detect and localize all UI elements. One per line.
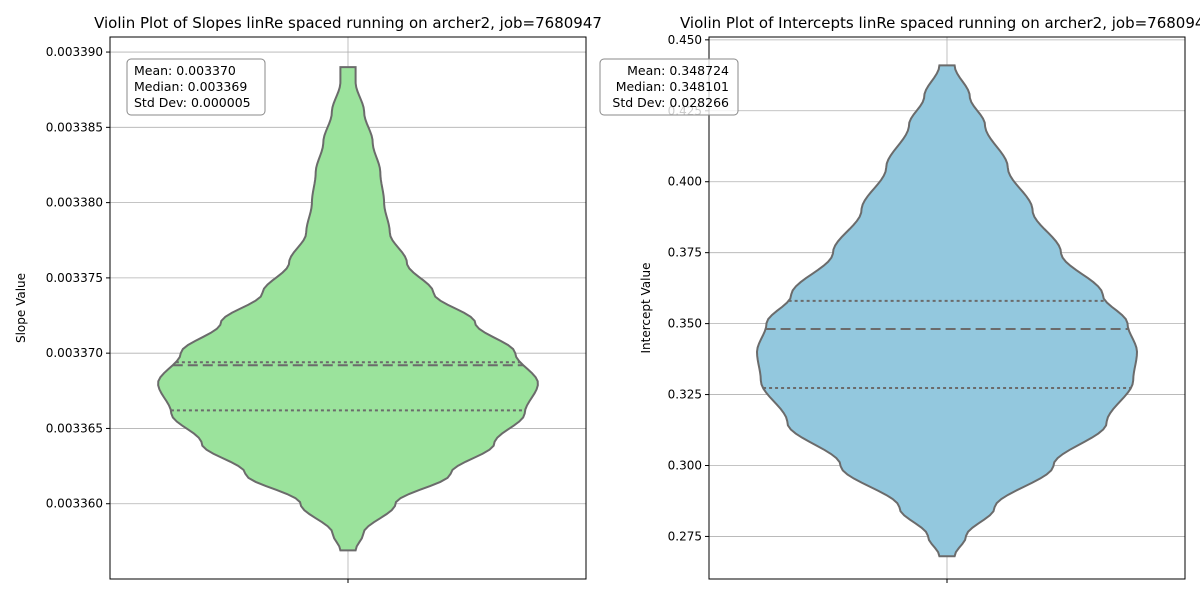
chart-title: Violin Plot of Slopes linRe spaced runni… [94, 14, 602, 32]
y-axis-title: Intercept Value [639, 263, 653, 354]
y-tick-label: 0.450 [668, 33, 702, 47]
stats-std: Std Dev: 0.028266 [612, 95, 729, 110]
stats-mean: Mean: 0.003370 [134, 63, 236, 78]
y-tick-label: 0.325 [668, 388, 702, 402]
y-tick-label: 0.003375 [46, 271, 103, 285]
y-tick-label: 0.003390 [46, 45, 103, 59]
violin-body [157, 66, 539, 552]
stats-median: Median: 0.348101 [616, 79, 729, 94]
chart-panel-1: 0.003360 0.003365 0.003370 0.003375 0.003380… [14, 14, 602, 583]
y-tick-label: 0.003365 [46, 421, 103, 435]
stats-median: Median: 0.003369 [134, 79, 247, 94]
y-tick-label: 0.003385 [46, 120, 103, 134]
y-tick-label: 0.003370 [46, 346, 103, 360]
y-axis-title: Slope Value [14, 273, 28, 343]
stats-box [599, 58, 739, 116]
y-tick-label: 0.003380 [46, 196, 103, 210]
stats-box [126, 58, 266, 116]
y-tick-label: 0.400 [668, 175, 702, 189]
y-tick-label: 0.375 [668, 246, 702, 260]
y-tick-label: 0.275 [668, 529, 702, 543]
stats-std: Std Dev: 0.000005 [134, 95, 251, 110]
y-tick-label: 0.003360 [46, 497, 103, 511]
y-tick-label: 0.350 [668, 317, 702, 331]
y-tick-label: 0.300 [668, 458, 702, 472]
chart-title: Violin Plot of Intercepts linRe spaced r… [680, 14, 1200, 32]
stats-mean: Mean: 0.348724 [627, 63, 729, 78]
violin-body [755, 64, 1139, 558]
chart-panel-2: 0.2750.3000.3250.3500.3750.4000.4250.450… [599, 14, 1200, 583]
